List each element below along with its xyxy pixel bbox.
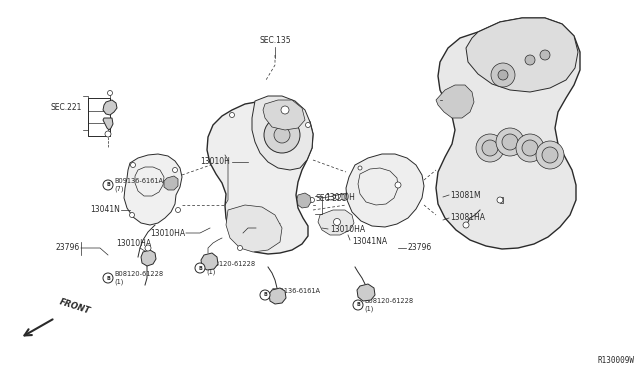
Circle shape (536, 141, 564, 169)
Circle shape (333, 218, 340, 225)
Polygon shape (103, 118, 113, 130)
Polygon shape (346, 154, 424, 227)
Text: B08120-61228
(1): B08120-61228 (1) (364, 298, 413, 312)
Polygon shape (141, 250, 156, 266)
Text: 13010H: 13010H (200, 157, 230, 167)
Text: B08120-61228
(1): B08120-61228 (1) (114, 271, 163, 285)
Circle shape (230, 112, 234, 118)
Text: SEC.221: SEC.221 (315, 194, 346, 203)
Text: SEC.221: SEC.221 (51, 103, 82, 112)
Circle shape (173, 167, 177, 173)
Text: 13041N: 13041N (90, 205, 120, 215)
Circle shape (195, 263, 205, 273)
Circle shape (105, 131, 111, 137)
Text: 13010HA: 13010HA (116, 238, 151, 247)
Text: 13010H: 13010H (325, 193, 355, 202)
Text: 13010HA: 13010HA (330, 225, 365, 234)
Circle shape (540, 50, 550, 60)
Text: 13010HA: 13010HA (150, 228, 185, 237)
Circle shape (281, 106, 289, 114)
Text: B: B (198, 266, 202, 270)
Text: B09136-6161A
(8): B09136-6161A (8) (271, 288, 320, 302)
Polygon shape (318, 210, 354, 235)
Text: SEC.135: SEC.135 (259, 36, 291, 45)
Text: 13081HA: 13081HA (450, 214, 485, 222)
Text: SEC.110: SEC.110 (442, 96, 474, 105)
Text: 13041NA: 13041NA (352, 237, 387, 247)
Circle shape (129, 212, 134, 218)
Circle shape (103, 273, 113, 283)
Text: B: B (356, 302, 360, 308)
Circle shape (522, 140, 538, 156)
Circle shape (395, 182, 401, 188)
Circle shape (525, 55, 535, 65)
Circle shape (516, 134, 544, 162)
Text: B: B (263, 292, 267, 298)
Text: 23796: 23796 (56, 244, 80, 253)
Circle shape (264, 117, 300, 153)
Polygon shape (124, 154, 182, 225)
Text: FRONT: FRONT (58, 298, 92, 316)
Circle shape (463, 222, 469, 228)
Text: R130009W: R130009W (598, 356, 635, 365)
Polygon shape (226, 205, 282, 252)
Polygon shape (263, 100, 305, 130)
Circle shape (497, 197, 503, 203)
Polygon shape (357, 284, 375, 301)
Circle shape (305, 122, 310, 128)
Circle shape (496, 128, 524, 156)
Text: B: B (106, 183, 110, 187)
Polygon shape (297, 193, 311, 208)
Text: 23796: 23796 (258, 224, 282, 232)
Circle shape (491, 63, 515, 87)
Circle shape (482, 140, 498, 156)
Polygon shape (466, 18, 578, 92)
Circle shape (310, 198, 314, 202)
Circle shape (108, 90, 113, 96)
Circle shape (260, 290, 270, 300)
Circle shape (175, 208, 180, 212)
Circle shape (103, 180, 113, 190)
Polygon shape (436, 18, 580, 249)
Circle shape (542, 147, 558, 163)
Text: B09136-6161A
(7): B09136-6161A (7) (114, 178, 163, 192)
Circle shape (358, 166, 362, 170)
Circle shape (498, 70, 508, 80)
Text: 23796: 23796 (408, 244, 432, 253)
Polygon shape (201, 253, 218, 270)
Text: B08120-61228
(1): B08120-61228 (1) (206, 261, 255, 275)
Polygon shape (436, 85, 474, 118)
Polygon shape (164, 176, 178, 190)
Polygon shape (207, 101, 313, 254)
Polygon shape (269, 288, 286, 304)
Polygon shape (252, 96, 313, 170)
Circle shape (502, 134, 518, 150)
Circle shape (131, 163, 136, 167)
Polygon shape (103, 100, 117, 115)
Text: 13081M: 13081M (450, 190, 481, 199)
Circle shape (145, 245, 151, 251)
Circle shape (476, 134, 504, 162)
Circle shape (237, 246, 243, 250)
Circle shape (274, 127, 290, 143)
Circle shape (353, 300, 363, 310)
Text: B: B (106, 276, 110, 280)
